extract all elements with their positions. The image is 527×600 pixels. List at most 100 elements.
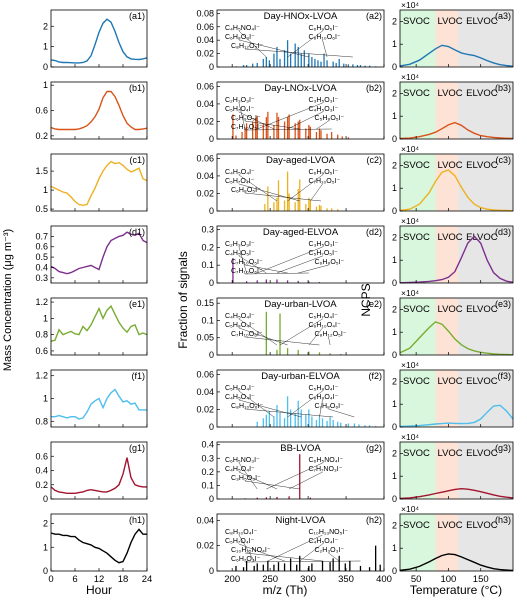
y-tick-label: 0.1 — [201, 315, 214, 325]
elvoc-label: ELVOC — [466, 520, 498, 531]
y-tick-label: 1 — [392, 39, 397, 49]
svoc-label: SVOC — [403, 232, 430, 243]
x-tick-label: 0 — [48, 574, 53, 585]
svoc-label: SVOC — [403, 16, 430, 27]
svoc-label: SVOC — [403, 376, 430, 387]
exponent-label: ×10⁴ — [401, 0, 419, 10]
y-tick-label: 0.6 — [35, 106, 48, 116]
y-tick-label: 0 — [392, 62, 397, 72]
y-tick-label: 0.6 — [35, 451, 48, 461]
y-tick-label: 1 — [43, 313, 48, 323]
series-line — [50, 528, 147, 564]
panel-g2: BB-LVOA C₆H₅NO₃I⁻ C₆H₅NO₄I⁻ C₄H₅O₄I⁻ C₇H₇NO₃… — [201, 440, 385, 504]
right-y-axis-label: NCPS — [359, 283, 373, 316]
lvoc-band — [435, 298, 459, 355]
annotation-leader — [257, 102, 323, 130]
x-tick-label: 350 — [338, 574, 354, 585]
annotation-leader — [238, 390, 275, 418]
y-tick-label: 0 — [392, 422, 397, 432]
formula-annotation: C₅H₇O₄I⁻ — [225, 538, 255, 545]
y-tick-label: 0 — [392, 278, 397, 288]
series-line — [51, 388, 147, 420]
y-tick-label: 0.02 — [196, 49, 214, 59]
y-tick-label: 0.06 — [196, 369, 214, 379]
y-tick-label: 2 — [392, 520, 397, 530]
annotation-leader — [238, 543, 285, 562]
formula-annotation: C₇H₁₀O₆I⁻ — [231, 331, 263, 338]
y-tick-label: 0.4 — [35, 262, 48, 272]
left-y-axis-label: Mass Concentration (μg m⁻³) — [2, 229, 14, 371]
elvoc-label: ELVOC — [466, 88, 498, 99]
spectrum-title: Day-aged-LVOA — [266, 155, 336, 166]
panel-tag: (f2) — [369, 371, 383, 381]
formula-annotation: C₄H₅O₄I⁻ — [225, 169, 255, 176]
annotation-leader — [319, 399, 323, 418]
exponent-label: ×10⁴ — [401, 216, 419, 226]
y-tick-label: 0 — [209, 494, 214, 504]
formula-annotation: C₅H₇O₄I⁻ — [225, 106, 255, 113]
formula-annotation: C₆H₉O₅I⁻ — [309, 169, 339, 176]
elvoc-band — [458, 298, 513, 355]
axes-frame — [216, 297, 385, 356]
elvoc-band — [458, 10, 513, 67]
axes-frame — [216, 153, 385, 212]
panel-d2: Day-aged-ELVOA C₂H₃O₃I⁻ C₃H₅O₃I⁻ C₄H₅O₅I⁻ C₅… — [201, 225, 385, 288]
panel-tag: (g1) — [129, 443, 145, 453]
formula-annotation: C₈H₁₀O₆I⁻ — [231, 403, 263, 410]
left-x-axis-label: Hour — [86, 583, 112, 597]
series-line — [399, 235, 514, 284]
exponent-label: ×10⁴ — [401, 432, 419, 442]
axes-frame — [399, 153, 514, 212]
formula-annotation: C₄H₅O₄I⁻ — [225, 466, 255, 473]
formula-annotation: C₅H₇O₄I⁻ — [309, 313, 339, 320]
y-tick-label: 0 — [392, 350, 397, 360]
annotation-leader — [238, 399, 302, 418]
y-tick-label: 0 — [209, 206, 214, 216]
y-tick-label: 2 — [43, 21, 48, 31]
right-x-axis-label: Temperature (°C) — [410, 583, 502, 597]
spectrum-title: Day-LNOx-LVOA — [264, 83, 337, 94]
y-tick-label: 0 — [392, 206, 397, 216]
y-tick-label: 0.1 — [201, 480, 214, 490]
y-tick-label: 0 — [209, 422, 214, 432]
panel-tag: (e2) — [366, 299, 382, 309]
axes-frame — [399, 441, 514, 500]
panel-h2: Night-LVOA C₈H₁₀O₄I⁻ C₁₀H₁₃NO₅I⁻ C₅H₇O₄I⁻ C₄… — [196, 513, 392, 585]
elvoc-label: ELVOC — [466, 232, 498, 243]
formula-annotation: C₆H₁₀O₆I⁻ — [309, 34, 341, 41]
annotation-leader — [298, 264, 329, 274]
y-tick-label: 2 — [392, 304, 397, 314]
annotation-leader — [238, 111, 275, 130]
svoc-label: SVOC — [403, 304, 430, 315]
panel-g3: SVOC LVOC ELVOC ×10⁴ 0 1 2 (g3) — [392, 432, 514, 504]
formula-annotation: C₆H₉O₅I⁻ — [231, 115, 261, 122]
annotation-leader — [244, 480, 300, 490]
formula-annotation: C₆H₅NO₄I⁻ — [309, 457, 344, 464]
lvoc-label: LVOC — [438, 376, 463, 387]
y-tick-label: 0.3 — [201, 225, 214, 235]
annotation-leader — [276, 255, 323, 274]
y-tick-label: 0 — [209, 350, 214, 360]
annotation-leader — [287, 111, 323, 130]
panel-g1: 0 0.2 0.4 0.6 (g1) — [35, 441, 148, 504]
y-tick-label: 0 — [392, 134, 397, 144]
formula-annotation: C₆H₈O₃I⁻ — [225, 34, 255, 41]
y-tick-label: 1 — [392, 327, 397, 337]
formula-annotation: C₇H₇NO₃I⁻ — [309, 466, 343, 473]
annotation-leader — [299, 543, 323, 562]
panel-tag: (d2) — [366, 227, 382, 237]
annotation-leader — [287, 390, 323, 418]
y-tick-label: 0.2 — [201, 467, 214, 477]
panel-tag: (b1) — [129, 83, 145, 93]
lvoc-band — [435, 514, 459, 571]
y-tick-label: 0 — [43, 62, 48, 72]
annotation-leader — [238, 30, 267, 58]
y-tick-label: 1 — [392, 183, 397, 193]
lvoc-label: LVOC — [438, 304, 463, 315]
annotation-leader — [266, 462, 323, 490]
formula-annotation: C₂H₃O₃I⁻ — [225, 97, 255, 104]
y-tick-label: 2 — [392, 232, 397, 242]
annotation-leader — [244, 272, 309, 275]
exponent-label: ×10⁴ — [401, 144, 419, 154]
mid-y-axis-label: Fraction of signals — [176, 251, 190, 348]
